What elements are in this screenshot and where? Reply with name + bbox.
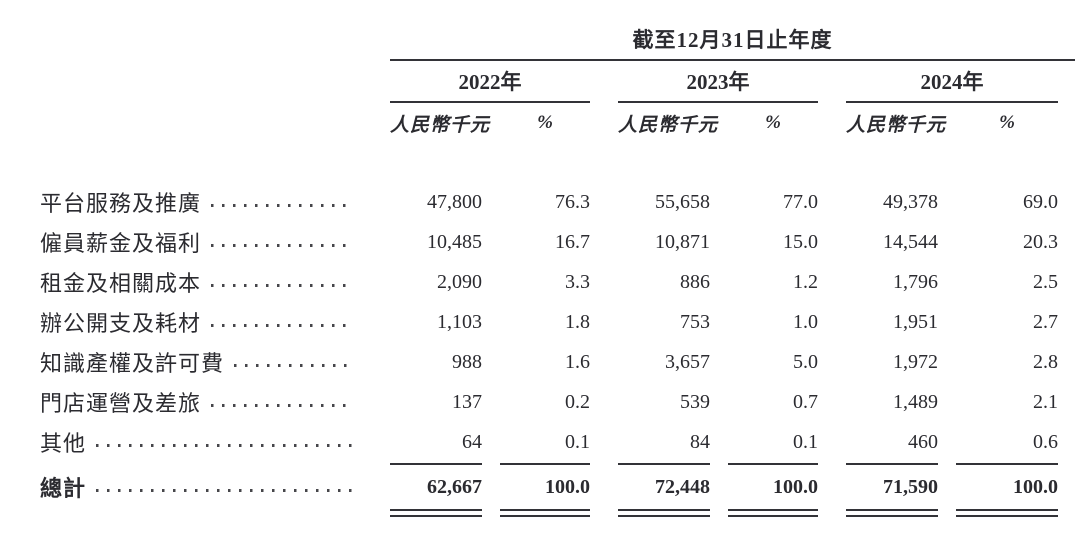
- row-label-cell: 辦公開支及耗材: [40, 306, 360, 338]
- row-label: 門店運營及差旅: [40, 391, 202, 416]
- unit-header-2024: 人民幣千元: [846, 114, 947, 136]
- cell-2024-amount: 1,489: [893, 390, 938, 413]
- total-row: 總計 62,667 100.0 72,448 100.0 71,590 100.…: [40, 465, 1080, 509]
- year-header-row: 2022年 2023年 2024年: [40, 61, 1080, 103]
- dot-leader: [211, 284, 354, 287]
- total-2024-amount: 71,590: [883, 475, 938, 498]
- year-header-2024: 2024年: [846, 61, 1058, 103]
- total-2022-amount: 62,667: [427, 475, 482, 498]
- total-2023-pct: 100.0: [773, 475, 818, 498]
- cell-2022-amount: 137: [452, 390, 482, 413]
- cell-2023-amount: 10,871: [655, 230, 710, 253]
- row-label: 其他: [40, 431, 87, 456]
- dot-leader: [211, 244, 354, 247]
- cell-2023-pct: 77.0: [783, 190, 818, 213]
- unit-header-2023: 人民幣千元: [618, 114, 719, 136]
- row-label: 租金及相關成本: [40, 271, 202, 296]
- table-spanner: 截至12月31日止年度: [390, 19, 1075, 61]
- cell-2024-pct: 2.8: [1033, 350, 1058, 373]
- table-row: 其他 64 0.1 84 0.1 460 0.6: [40, 422, 1080, 462]
- cell-2024-pct: 0.6: [1033, 430, 1058, 453]
- cell-2023-pct: 1.2: [793, 270, 818, 293]
- cell-2022-pct: 0.2: [565, 390, 590, 413]
- table-row: 僱員薪金及福利 10,485 16.7 10,871 15.0 14,544 2…: [40, 222, 1080, 262]
- dot-leader: [96, 489, 354, 492]
- table-row: 租金及相關成本 2,090 3.3 886 1.2 1,796 2.5: [40, 262, 1080, 302]
- cell-2024-pct: 2.7: [1033, 310, 1058, 333]
- cell-2023-amount: 886: [680, 270, 710, 293]
- dot-leader: [211, 324, 354, 327]
- total-2024-pct: 100.0: [1013, 475, 1058, 498]
- cell-2023-amount: 84: [690, 430, 710, 453]
- cell-2023-pct: 0.7: [793, 390, 818, 413]
- cell-2022-pct: 1.6: [565, 350, 590, 373]
- cell-2023-amount: 753: [680, 310, 710, 333]
- percent-header-2024: %: [999, 112, 1015, 133]
- dot-leader: [211, 404, 354, 407]
- year-header-spacer: [40, 61, 390, 103]
- row-label: 平台服務及推廣: [40, 191, 202, 216]
- cell-2023-amount: 55,658: [655, 190, 710, 213]
- total-2022-pct: 100.0: [545, 475, 590, 498]
- cell-2023-amount: 3,657: [665, 350, 710, 373]
- cell-2023-amount: 539: [680, 390, 710, 413]
- row-label-cell: 門店運營及差旅: [40, 386, 360, 418]
- table-spanner-row: 截至12月31日止年度: [40, 19, 1080, 61]
- cell-2022-pct: 1.8: [565, 310, 590, 333]
- cell-2024-amount: 1,796: [893, 270, 938, 293]
- cell-2022-pct: 0.1: [565, 430, 590, 453]
- row-label: 辦公開支及耗材: [40, 311, 202, 336]
- row-label-cell: 其他: [40, 426, 360, 458]
- cell-2024-amount: 1,972: [893, 350, 938, 373]
- cell-2022-amount: 988: [452, 350, 482, 373]
- cell-2023-pct: 0.1: [793, 430, 818, 453]
- cell-2022-amount: 47,800: [427, 190, 482, 213]
- cell-2023-pct: 5.0: [793, 350, 818, 373]
- row-label-cell: 總計: [40, 471, 360, 503]
- cell-2024-amount: 14,544: [883, 230, 938, 253]
- percent-header-2022: %: [537, 112, 553, 133]
- cell-2022-pct: 3.3: [565, 270, 590, 293]
- cell-2022-amount: 2,090: [437, 270, 482, 293]
- total-label: 總計: [40, 476, 87, 501]
- cell-2024-pct: 2.5: [1033, 270, 1058, 293]
- cell-2024-pct: 69.0: [1023, 190, 1058, 213]
- cell-2024-amount: 460: [908, 430, 938, 453]
- cell-2024-amount: 1,951: [893, 310, 938, 333]
- cell-2024-amount: 49,378: [883, 190, 938, 213]
- row-label-cell: 租金及相關成本: [40, 266, 360, 298]
- cell-2022-amount: 10,485: [427, 230, 482, 253]
- cell-2023-pct: 15.0: [783, 230, 818, 253]
- row-label-cell: 僱員薪金及福利: [40, 226, 360, 258]
- percent-header-2023: %: [765, 112, 781, 133]
- row-label-cell: 平台服務及推廣: [40, 186, 360, 218]
- cell-2022-pct: 76.3: [555, 190, 590, 213]
- row-label: 僱員薪金及福利: [40, 231, 202, 256]
- total-double-rule-row: [40, 509, 1080, 517]
- cell-2024-pct: 20.3: [1023, 230, 1058, 253]
- cell-2022-amount: 1,103: [437, 310, 482, 333]
- cell-2022-amount: 64: [462, 430, 482, 453]
- subheader-row: 人民幣千元 % 人民幣千元 % 人民幣千元 %: [40, 103, 1080, 143]
- cell-2023-pct: 1.0: [793, 310, 818, 333]
- dot-leader: [96, 444, 354, 447]
- row-label: 知識產權及許可費: [40, 351, 225, 376]
- table-row: 辦公開支及耗材 1,103 1.8 753 1.0 1,951 2.7: [40, 302, 1080, 342]
- table-row: 門店運營及差旅 137 0.2 539 0.7 1,489 2.1: [40, 382, 1080, 422]
- year-header-2022: 2022年: [390, 61, 590, 103]
- table-row: 知識產權及許可費 988 1.6 3,657 5.0 1,972 2.8: [40, 342, 1080, 382]
- row-label-cell: 知識產權及許可費: [40, 346, 360, 378]
- cell-2022-pct: 16.7: [555, 230, 590, 253]
- dot-leader: [234, 364, 354, 367]
- table-row: 平台服務及推廣 47,800 76.3 55,658 77.0 49,378 6…: [40, 182, 1080, 222]
- unit-header-2022: 人民幣千元: [390, 114, 491, 136]
- dot-leader: [211, 204, 354, 207]
- subtotal-rule-row: [40, 462, 1080, 465]
- year-header-2023: 2023年: [618, 61, 818, 103]
- total-2023-amount: 72,448: [655, 475, 710, 498]
- cell-2024-pct: 2.1: [1033, 390, 1058, 413]
